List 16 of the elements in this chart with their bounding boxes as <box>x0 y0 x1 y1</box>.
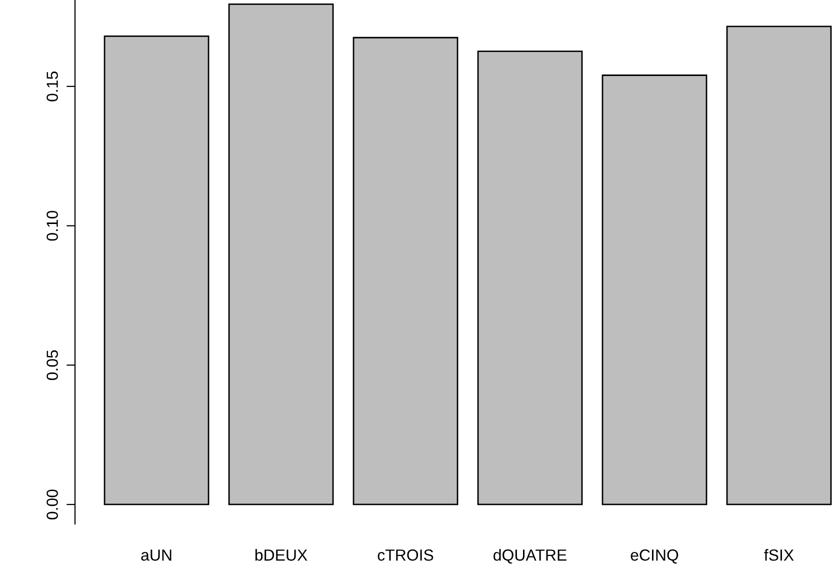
bar <box>726 26 832 506</box>
y-tick-label: 0.10 <box>46 210 58 241</box>
x-tick-label: dQUATRE <box>494 549 566 564</box>
bar <box>477 50 583 506</box>
x-tick-label: aUN <box>141 550 172 561</box>
bar <box>228 3 334 506</box>
y-tick-label: 0.05 <box>46 350 58 380</box>
x-tick-label: bDEUX <box>255 549 308 561</box>
y-tick-label: 0.15 <box>46 72 58 102</box>
x-tick-label: eCINQ <box>630 549 678 564</box>
bar <box>352 36 458 506</box>
bar <box>104 36 210 506</box>
x-tick-label: fSIX <box>764 549 794 561</box>
y-tick-label: 0.00 <box>46 490 58 520</box>
bar <box>602 74 708 506</box>
x-tick-label: cTROIS <box>378 549 434 561</box>
